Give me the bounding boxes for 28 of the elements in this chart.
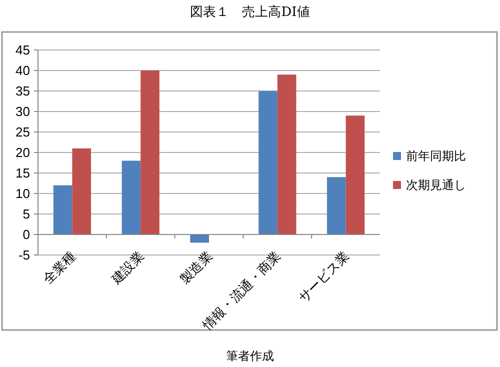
bar xyxy=(72,148,92,234)
y-tick-label: 0 xyxy=(22,227,30,242)
bar xyxy=(140,70,160,234)
chart-title: 図表１ 売上高DI値 xyxy=(190,4,310,20)
x-tick-label: 製造業 xyxy=(176,248,216,287)
text: 筆者作成 xyxy=(226,349,274,363)
x-tick-label: 全業種 xyxy=(40,248,78,287)
y-tick-label: 15 xyxy=(16,166,30,181)
y-tick-label: -5 xyxy=(18,248,30,263)
x-tick-label: 建設業 xyxy=(108,248,147,288)
x-tick-label: サービス業 xyxy=(295,248,352,306)
legend-label: 前年同期比 xyxy=(406,149,466,164)
bar xyxy=(277,74,296,234)
legend-label: 次期見通し xyxy=(406,178,466,192)
y-tick-label: 20 xyxy=(16,145,30,160)
y-tick-label: 10 xyxy=(16,186,30,202)
y-tick-label: 5 xyxy=(22,206,30,222)
bar xyxy=(258,91,278,234)
y-tick-label: 40 xyxy=(16,63,30,78)
y-tick-label: 35 xyxy=(16,84,30,99)
bar xyxy=(122,160,141,234)
bar xyxy=(326,177,346,234)
y-tick-label: 45 xyxy=(16,42,30,58)
y-tick-label: 30 xyxy=(16,104,30,120)
bar xyxy=(190,234,209,243)
bar xyxy=(53,185,72,234)
y-tick-label: 25 xyxy=(16,124,30,140)
bar xyxy=(346,116,365,234)
